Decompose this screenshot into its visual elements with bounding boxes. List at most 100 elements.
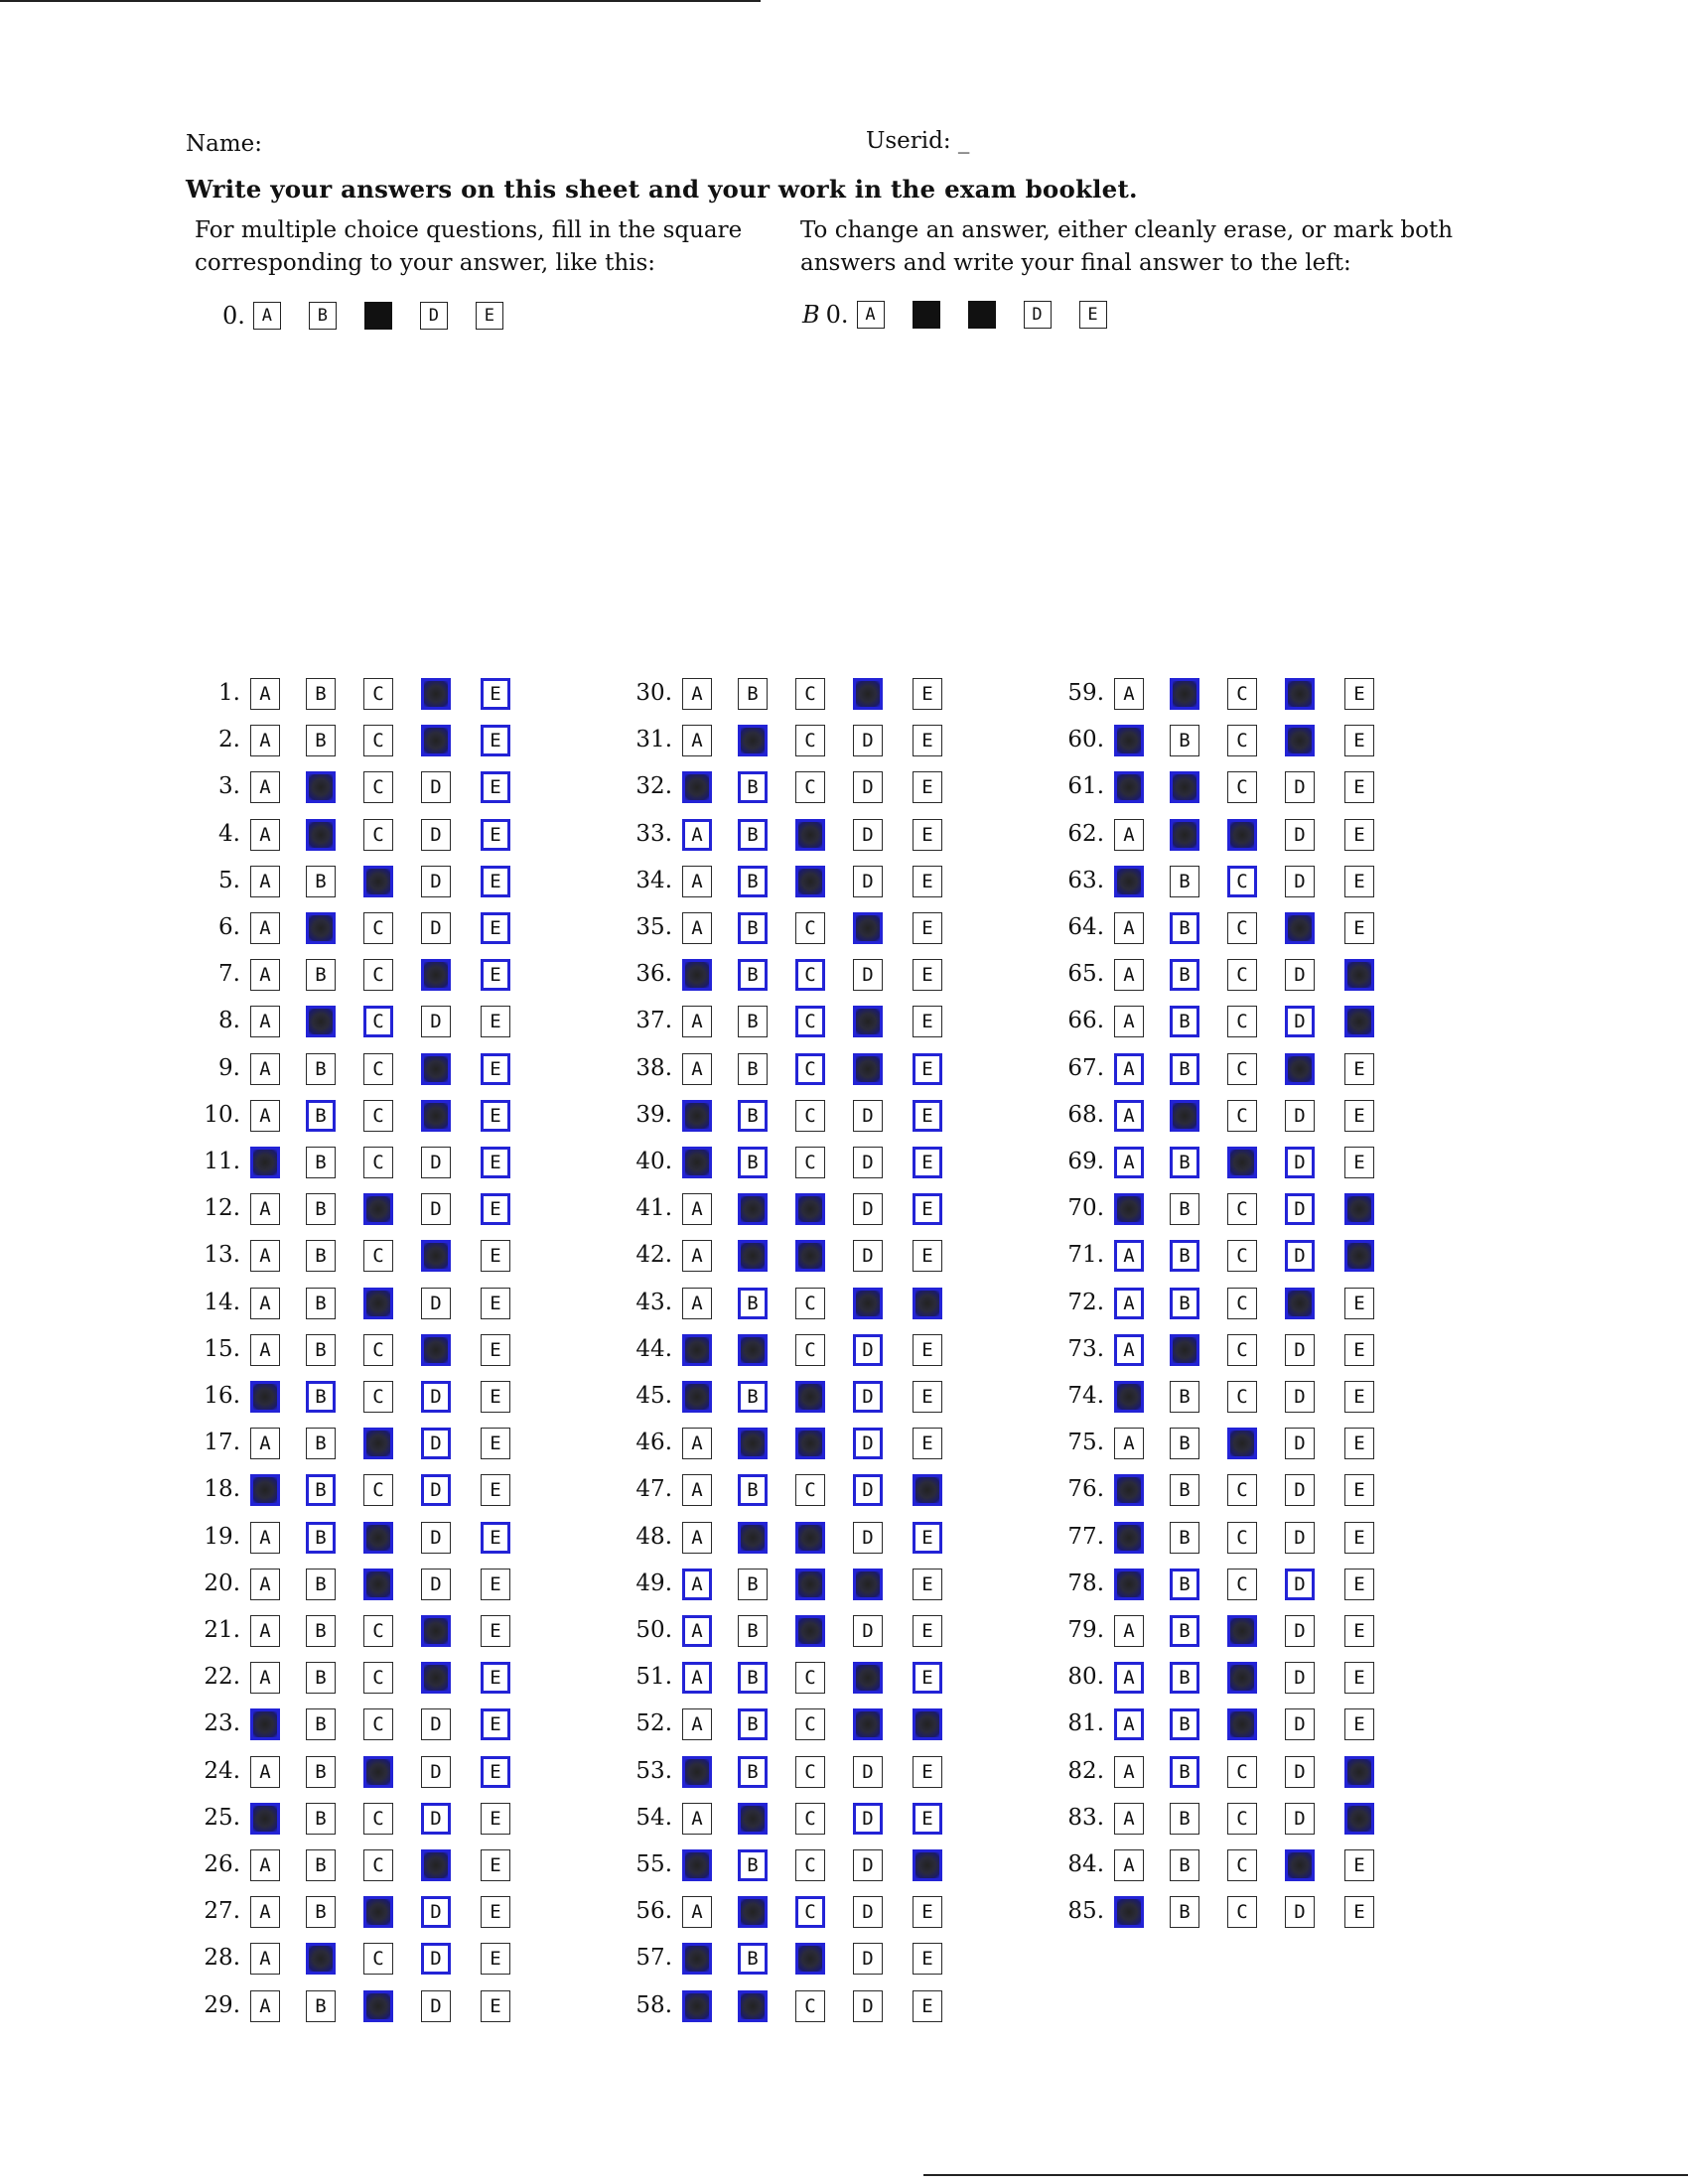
option-box-e[interactable]: E bbox=[913, 818, 942, 851]
option-box-d[interactable]: D bbox=[853, 912, 883, 944]
option-box-e[interactable]: E bbox=[1344, 1896, 1374, 1929]
option-box-d[interactable]: D bbox=[1285, 1333, 1315, 1366]
option-box-c[interactable]: C bbox=[795, 1147, 825, 1178]
option-box-d[interactable]: D bbox=[1285, 1287, 1315, 1319]
option-box-c[interactable]: C bbox=[1227, 1099, 1257, 1132]
option-box-b[interactable]: B bbox=[738, 1568, 768, 1600]
option-box-a[interactable]: A bbox=[250, 1147, 280, 1178]
option-box-a[interactable]: A bbox=[682, 1333, 712, 1366]
option-box-e[interactable]: E bbox=[913, 1521, 942, 1554]
option-box-b[interactable]: B bbox=[1170, 1521, 1199, 1554]
option-box-a[interactable]: A bbox=[250, 1568, 280, 1600]
option-box-c[interactable]: C bbox=[795, 1099, 825, 1132]
option-box-e[interactable]: E bbox=[1344, 1474, 1374, 1507]
option-box-c[interactable]: C bbox=[1227, 1333, 1257, 1366]
option-box-e[interactable]: E bbox=[913, 1193, 942, 1226]
option-box-b[interactable]: B bbox=[738, 1521, 768, 1554]
option-box-e[interactable]: E bbox=[913, 1428, 942, 1460]
option-box-c[interactable]: C bbox=[1227, 1147, 1257, 1178]
option-box-b[interactable]: B bbox=[1170, 1052, 1199, 1085]
option-box-b[interactable]: B bbox=[306, 1474, 336, 1507]
option-box-b[interactable]: B bbox=[1170, 1802, 1199, 1835]
option-box-a[interactable]: A bbox=[250, 1287, 280, 1319]
option-box-e[interactable]: E bbox=[481, 1615, 510, 1647]
option-box-b[interactable]: B bbox=[738, 1381, 768, 1413]
option-box-c[interactable]: C bbox=[1227, 1615, 1257, 1647]
option-box-d[interactable]: D bbox=[853, 1989, 883, 2022]
option-box-a[interactable]: A bbox=[250, 1428, 280, 1460]
option-box-c[interactable]: C bbox=[1227, 1708, 1257, 1741]
option-box-e[interactable]: E bbox=[481, 1381, 510, 1413]
option-box-a[interactable]: A bbox=[1114, 1802, 1144, 1835]
option-box-e[interactable]: E bbox=[1344, 959, 1374, 992]
option-box-c[interactable]: C bbox=[1227, 1849, 1257, 1881]
option-box-e[interactable]: E bbox=[913, 1802, 942, 1835]
option-box-d[interactable]: D bbox=[421, 678, 451, 710]
option-box-d[interactable]: D bbox=[421, 1568, 451, 1600]
option-box-b[interactable]: B bbox=[738, 1333, 768, 1366]
option-box-a[interactable]: A bbox=[1114, 865, 1144, 897]
option-box-d[interactable]: D bbox=[1285, 1662, 1315, 1695]
option-box-c[interactable]: C bbox=[363, 1662, 393, 1695]
option-box-a[interactable]: A bbox=[682, 818, 712, 851]
option-box-b[interactable]: B bbox=[738, 1943, 768, 1976]
option-box-d[interactable]: D bbox=[421, 1474, 451, 1507]
option-box-b[interactable]: B bbox=[738, 1474, 768, 1507]
option-box-c[interactable]: C bbox=[363, 1849, 393, 1881]
option-box-d[interactable]: D bbox=[853, 1615, 883, 1647]
option-box-a[interactable]: A bbox=[1114, 1428, 1144, 1460]
option-box-e[interactable]: E bbox=[481, 1240, 510, 1273]
option-box-e[interactable]: E bbox=[481, 865, 510, 897]
option-box-c[interactable]: C bbox=[795, 1287, 825, 1319]
option-box-c[interactable]: C bbox=[795, 1240, 825, 1273]
option-box-b[interactable]: B bbox=[306, 1708, 336, 1741]
option-box-b[interactable]: B bbox=[1170, 1147, 1199, 1178]
option-box-c[interactable]: C bbox=[363, 1006, 393, 1038]
option-box-e[interactable]: E bbox=[481, 1006, 510, 1038]
option-box-a[interactable]: A bbox=[682, 1849, 712, 1881]
option-box-e[interactable]: E bbox=[913, 865, 942, 897]
option-box-e[interactable]: E bbox=[481, 1333, 510, 1366]
option-box-e[interactable]: E bbox=[1344, 865, 1374, 897]
option-box-e[interactable]: E bbox=[1344, 1006, 1374, 1038]
option-box-a[interactable]: A bbox=[682, 1052, 712, 1085]
option-box-e[interactable]: E bbox=[481, 1052, 510, 1085]
option-box-c[interactable]: C bbox=[795, 818, 825, 851]
option-box-c[interactable]: C bbox=[363, 1615, 393, 1647]
option-box-c[interactable]: C bbox=[795, 865, 825, 897]
option-box-a[interactable]: A bbox=[250, 1333, 280, 1366]
option-box-d[interactable]: D bbox=[1285, 1521, 1315, 1554]
option-box-c[interactable]: C bbox=[795, 1006, 825, 1038]
option-box-d[interactable]: D bbox=[1285, 1474, 1315, 1507]
option-box-a[interactable]: A bbox=[250, 1896, 280, 1929]
option-box-d[interactable]: D bbox=[1285, 678, 1315, 710]
option-box-e[interactable]: E bbox=[481, 1989, 510, 2022]
option-box-e[interactable]: E bbox=[913, 1333, 942, 1366]
option-box-c[interactable]: C bbox=[795, 1662, 825, 1695]
option-box-b[interactable]: B bbox=[738, 1240, 768, 1273]
option-box-b[interactable]: B bbox=[306, 1755, 336, 1788]
option-box-d[interactable]: D bbox=[421, 1989, 451, 2022]
option-box-e[interactable]: E bbox=[913, 1568, 942, 1600]
option-box-e[interactable]: E bbox=[913, 959, 942, 992]
option-box-d[interactable]: D bbox=[853, 1381, 883, 1413]
option-box-a[interactable]: A bbox=[1114, 771, 1144, 804]
option-box-a[interactable]: A bbox=[1114, 1381, 1144, 1413]
option-box-c[interactable]: C bbox=[363, 1240, 393, 1273]
option-box-e[interactable]: E bbox=[481, 1428, 510, 1460]
option-box-e[interactable]: E bbox=[481, 1147, 510, 1178]
option-box-c[interactable]: C bbox=[363, 1381, 393, 1413]
option-box-d[interactable]: D bbox=[1285, 912, 1315, 944]
option-box-c[interactable]: C bbox=[1227, 959, 1257, 992]
option-box-d[interactable]: D bbox=[421, 1943, 451, 1976]
option-box-d[interactable]: D bbox=[853, 1099, 883, 1132]
option-box-d[interactable]: D bbox=[853, 725, 883, 757]
option-box-a[interactable]: A bbox=[1114, 1240, 1144, 1273]
option-box-c[interactable]: C bbox=[363, 678, 393, 710]
option-box-a[interactable]: A bbox=[250, 1943, 280, 1976]
option-box-d[interactable]: D bbox=[421, 1333, 451, 1366]
option-box-a[interactable]: A bbox=[682, 771, 712, 804]
option-box-d[interactable]: D bbox=[421, 912, 451, 944]
option-box-d[interactable]: D bbox=[1285, 1193, 1315, 1226]
option-box-c[interactable]: C bbox=[363, 725, 393, 757]
